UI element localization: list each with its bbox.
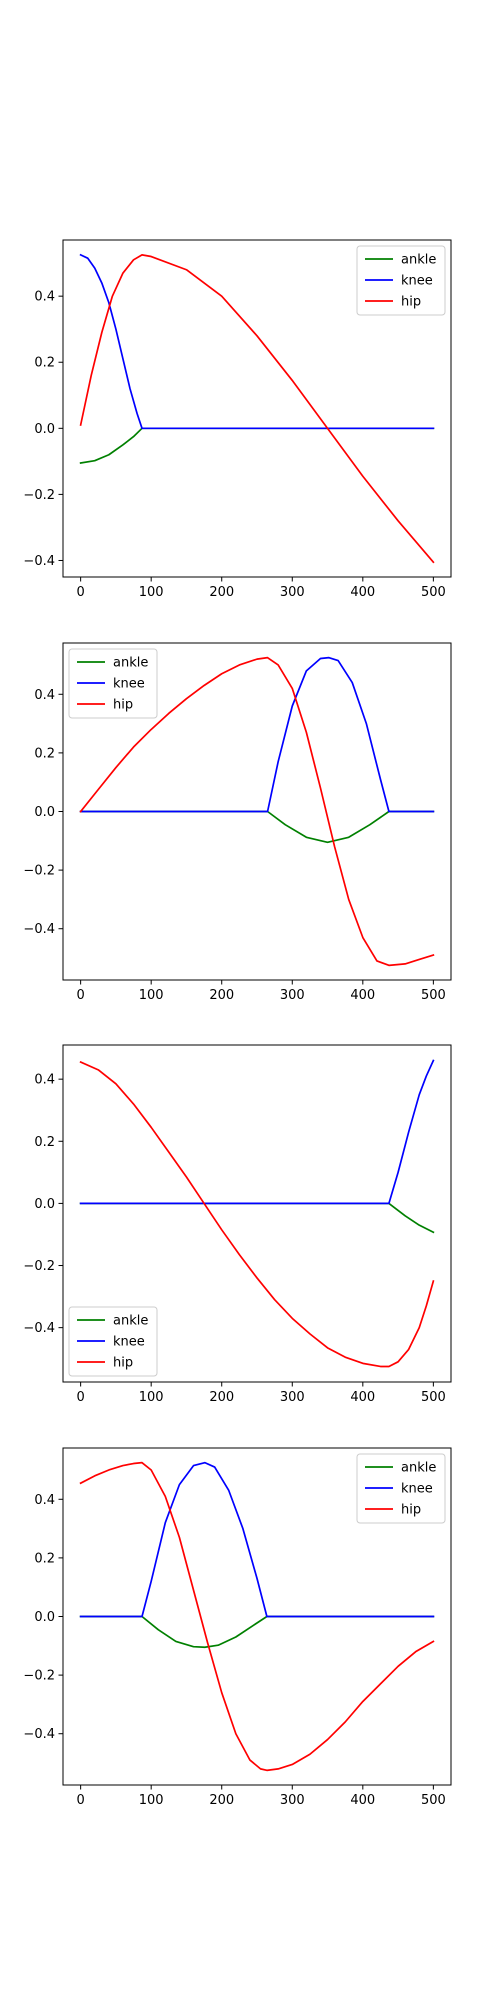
series-line-hip xyxy=(79,1461,435,1772)
legend-box xyxy=(356,1453,446,1524)
x-tick-label: 400 xyxy=(350,1390,375,1405)
x-tick-label: 300 xyxy=(280,988,305,1003)
y-tick-label: 0.0 xyxy=(34,422,55,437)
legend: ankle knee hip xyxy=(356,245,446,316)
x-tick-label: 100 xyxy=(139,585,164,600)
y-tick-label: −0.2 xyxy=(23,1669,55,1684)
series-line-knee xyxy=(79,1059,435,1205)
x-tick-label: 0 xyxy=(76,1793,84,1808)
y-tick-label: 0.0 xyxy=(34,1610,55,1625)
y-tick-label: 0.4 xyxy=(34,290,55,305)
x-tick-label: 500 xyxy=(421,988,446,1003)
series-line-hip xyxy=(79,1060,435,1368)
y-tick-label: 0.2 xyxy=(34,356,55,371)
x-tick-label: 100 xyxy=(139,1793,164,1808)
y-tick-label: 0.0 xyxy=(34,805,55,820)
x-tick-label: 400 xyxy=(350,988,375,1003)
y-tick-label: −0.4 xyxy=(23,922,55,937)
y-tick-label: 0.0 xyxy=(34,1197,55,1212)
legend-label-ankle: ankle xyxy=(113,656,148,671)
legend-label-knee: knee xyxy=(401,274,433,289)
legend-label-knee: knee xyxy=(113,1335,145,1350)
legend-label-knee: knee xyxy=(401,1482,433,1497)
x-tick-label: 500 xyxy=(421,1390,446,1405)
series-line-hip xyxy=(79,656,435,967)
y-tick-label: 0.2 xyxy=(34,1551,55,1566)
legend-label-hip: hip xyxy=(113,698,133,713)
x-tick-label: 200 xyxy=(209,585,234,600)
legend: ankle knee hip xyxy=(356,1453,446,1524)
x-tick-label: 200 xyxy=(209,1793,234,1808)
x-tick-label: 100 xyxy=(139,1390,164,1405)
x-tick-label: 500 xyxy=(421,1793,446,1808)
y-tick-label: −0.4 xyxy=(23,1321,55,1336)
legend-label-knee: knee xyxy=(113,677,145,692)
legend-label-ankle: ankle xyxy=(401,1461,436,1476)
legend-label-ankle: ankle xyxy=(113,1314,148,1329)
x-tick-label: 300 xyxy=(280,585,305,600)
series-line-knee xyxy=(79,253,435,430)
x-tick-label: 200 xyxy=(209,988,234,1003)
legend-label-hip: hip xyxy=(401,1503,421,1518)
y-tick-label: −0.4 xyxy=(23,1727,55,1742)
y-tick-label: 0.4 xyxy=(34,688,55,703)
x-tick-label: 300 xyxy=(280,1793,305,1808)
y-tick-label: −0.2 xyxy=(23,864,55,879)
series-line-hip xyxy=(79,254,435,564)
legend: ankle knee hip xyxy=(68,1306,158,1377)
x-tick-label: 0 xyxy=(76,988,84,1003)
axes-frame xyxy=(62,239,452,578)
legend-box xyxy=(356,245,446,316)
legend: ankle knee hip xyxy=(68,648,158,719)
series-line-knee xyxy=(79,656,435,813)
y-tick-label: −0.4 xyxy=(23,554,55,569)
axes-frame xyxy=(62,1044,452,1383)
y-tick-label: 0.2 xyxy=(34,746,55,761)
x-tick-label: 400 xyxy=(350,1793,375,1808)
legend-box xyxy=(68,648,158,719)
x-tick-label: 300 xyxy=(280,1390,305,1405)
y-tick-label: −0.2 xyxy=(23,1259,55,1274)
y-tick-label: −0.2 xyxy=(23,488,55,503)
chart-panel-2: 0 100 200 300 400 500 −0.4 −0.2 0.0 0.2 0.4 ankle kn… xyxy=(23,642,452,1003)
y-tick-label: 0.4 xyxy=(34,1073,55,1088)
y-tick-label: 0.4 xyxy=(34,1493,55,1508)
chart-panel-4: 0 100 200 300 400 500 −0.4 −0.2 0.0 0.2 0.4 ankle kn… xyxy=(23,1447,452,1808)
x-tick-label: 0 xyxy=(76,1390,84,1405)
x-tick-label: 500 xyxy=(421,585,446,600)
x-tick-label: 100 xyxy=(139,988,164,1003)
series-line-knee xyxy=(79,1461,435,1618)
y-tick-label: 0.2 xyxy=(34,1135,55,1150)
x-tick-label: 0 xyxy=(76,585,84,600)
legend-label-hip: hip xyxy=(113,1356,133,1371)
x-tick-label: 400 xyxy=(350,585,375,600)
x-tick-label: 200 xyxy=(209,1390,234,1405)
legend-label-hip: hip xyxy=(401,295,421,310)
chart-panel-1: 0 100 200 300 400 500 −0.4 −0.2 0.0 0.2 0.4 ankle kn… xyxy=(23,239,452,600)
legend-box xyxy=(68,1306,158,1377)
legend-label-ankle: ankle xyxy=(401,253,436,268)
chart-panel-3: 0 100 200 300 400 500 −0.4 −0.2 0.0 0.2 0.4 ankle kn… xyxy=(23,1044,452,1405)
